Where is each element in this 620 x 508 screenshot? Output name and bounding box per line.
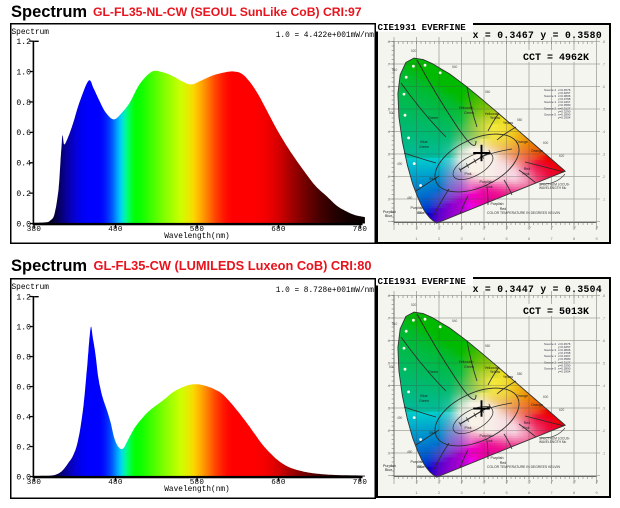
svg-text:0.2: 0.2 (16, 443, 31, 452)
svg-text:480: 480 (108, 479, 123, 487)
svg-text:380: 380 (27, 479, 42, 487)
svg-text:580: 580 (190, 479, 205, 487)
svg-text:0.8: 0.8 (16, 353, 31, 362)
svg-text:0.6: 0.6 (16, 129, 31, 138)
svg-text:Spectrum: Spectrum (12, 284, 50, 292)
svg-text:Spectrum: Spectrum (11, 257, 87, 275)
svg-text:x = 0.3467 y = 0.3580: x = 0.3467 y = 0.3580 (473, 30, 602, 41)
svg-text:780: 780 (353, 479, 368, 487)
svg-text:1.0 = 4.422e+001mW/nm: 1.0 = 4.422e+001mW/nm (276, 32, 375, 40)
svg-text:1.0 = 8.728e+001mW/nm: 1.0 = 8.728e+001mW/nm (276, 287, 375, 295)
svg-text:Spectrum: Spectrum (11, 3, 87, 21)
svg-text:0.4: 0.4 (16, 160, 31, 169)
svg-text:0.4: 0.4 (16, 413, 31, 422)
svg-text:0.0: 0.0 (16, 473, 31, 482)
svg-text:1.2: 1.2 (16, 293, 31, 302)
svg-text:CCT = 5013K: CCT = 5013K (523, 307, 589, 318)
svg-text:0.6: 0.6 (16, 383, 31, 392)
svg-text:1.0: 1.0 (16, 68, 31, 77)
svg-text:480: 480 (108, 226, 123, 234)
svg-text:680: 680 (271, 479, 286, 487)
svg-text:580: 580 (190, 226, 205, 234)
svg-text:0.0: 0.0 (16, 220, 31, 229)
svg-text:Spectrum: Spectrum (12, 29, 50, 37)
svg-text:1.0: 1.0 (16, 323, 31, 332)
svg-text:CCT = 4962K: CCT = 4962K (523, 53, 589, 64)
svg-text:Wavelength(nm): Wavelength(nm) (164, 233, 230, 241)
svg-text:680: 680 (271, 226, 286, 234)
svg-text:0.2: 0.2 (16, 190, 31, 199)
svg-text:1.2: 1.2 (16, 38, 31, 47)
svg-text:GL-FL35-NL-CW (SEOUL SunLike C: GL-FL35-NL-CW (SEOUL SunLike CoB) CRI:97 (93, 5, 362, 19)
svg-text:780: 780 (353, 226, 368, 234)
svg-text:Wavelength(nm): Wavelength(nm) (164, 486, 230, 494)
svg-text:380: 380 (27, 226, 42, 234)
svg-text:x = 0.3447 y = 0.3504: x = 0.3447 y = 0.3504 (473, 284, 602, 295)
svg-text:0.8: 0.8 (16, 99, 31, 108)
svg-text:GL-FL35-CW (LUMILEDS Luxeon Co: GL-FL35-CW (LUMILEDS Luxeon CoB) CRI:80 (94, 258, 372, 273)
